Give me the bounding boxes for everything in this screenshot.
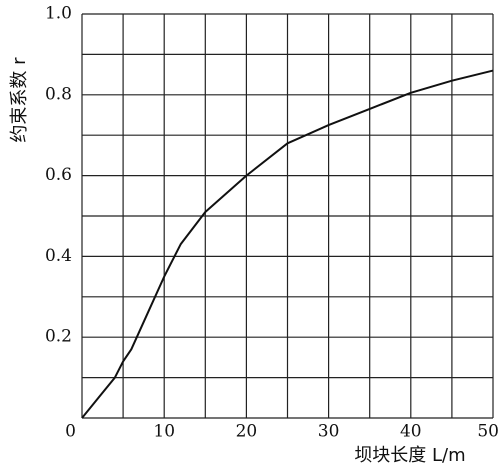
y-tick-label: 0.8 [45,84,72,104]
y-axis-label: 约束系数 r [9,57,30,143]
x-tick-label: 40 [400,422,422,442]
x-tick-label: 50 [477,422,499,442]
y-tick-label: 1.0 [45,4,72,24]
y-tick-label: 0.6 [45,165,72,185]
x-axis-label: 坝块长度 L/m [354,445,465,466]
y-tick-label: 0.2 [45,327,72,347]
x-tick-label: 0 [65,422,76,442]
y-tick-label: 0.4 [45,246,72,266]
x-tick-label: 30 [318,422,340,442]
line [81,69,494,419]
x-tick-label: 20 [236,422,258,442]
x-tick-label: 10 [153,422,175,442]
